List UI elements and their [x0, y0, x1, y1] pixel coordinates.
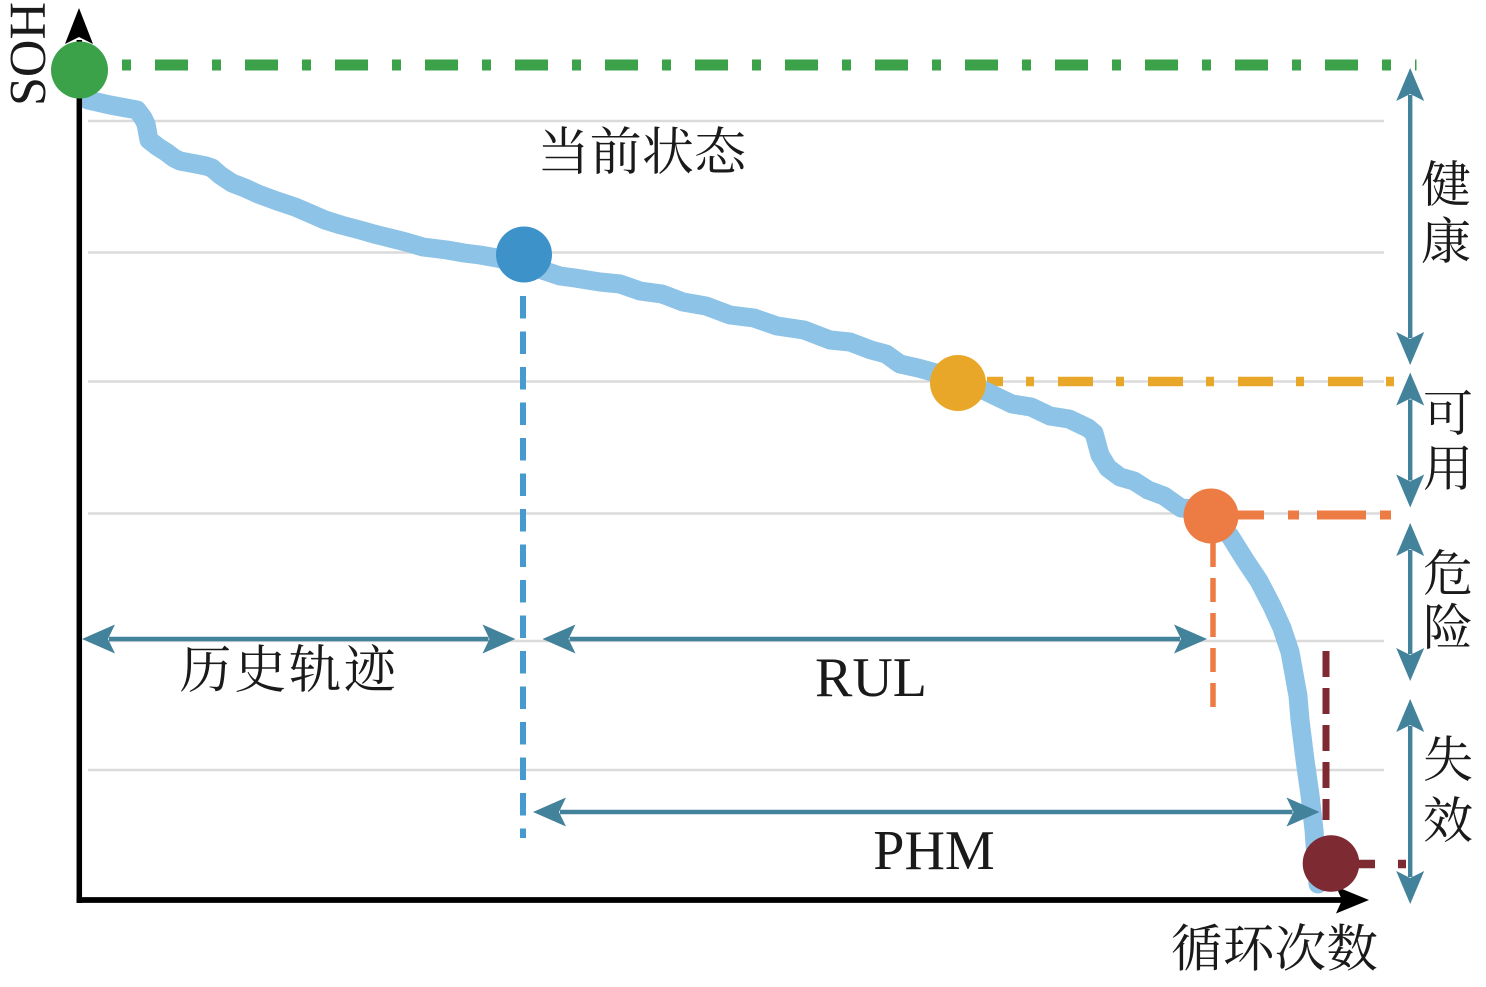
svg-text:RUL: RUL	[815, 647, 927, 709]
svg-text:SOH: SOH	[0, 2, 57, 106]
svg-text:PHM: PHM	[873, 820, 994, 882]
